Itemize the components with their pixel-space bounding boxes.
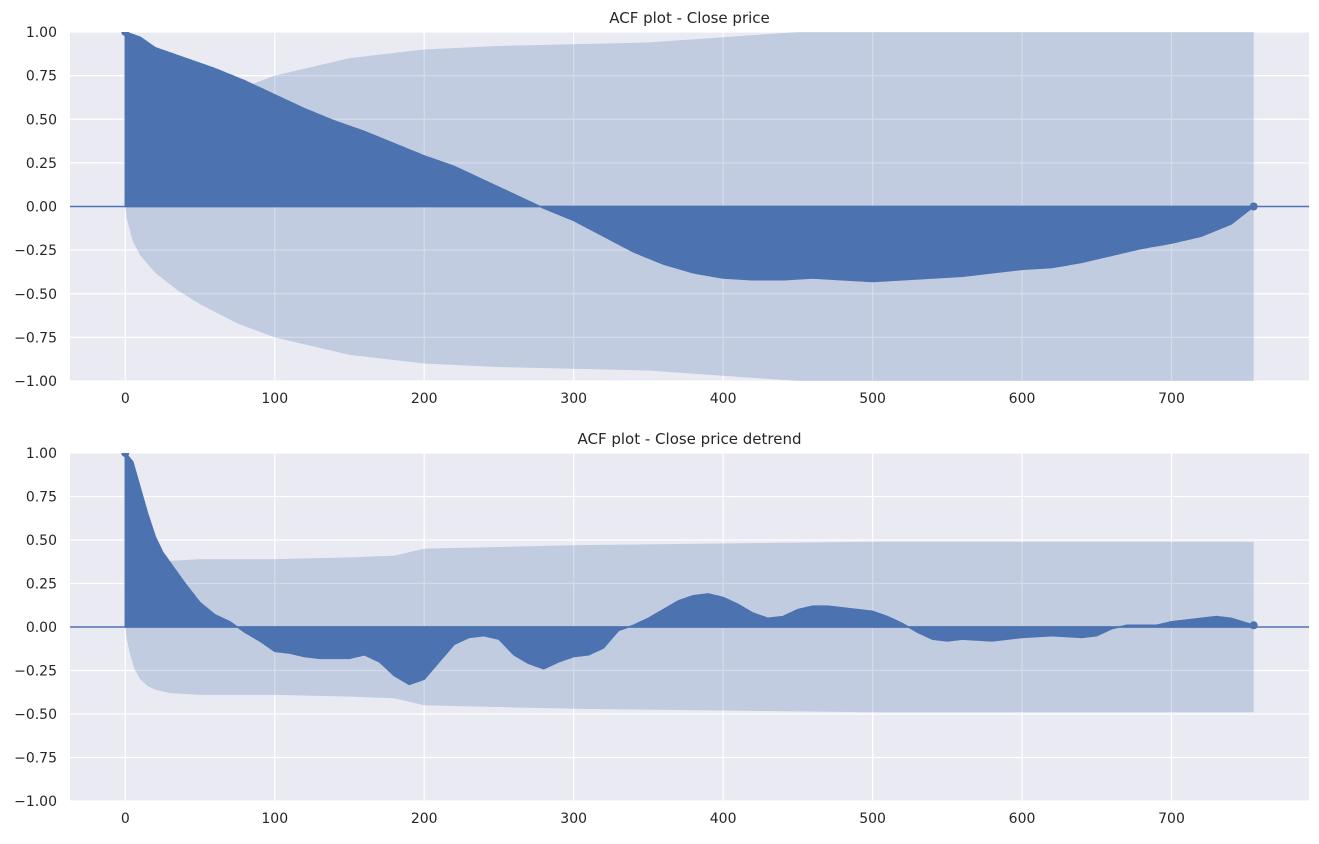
y-tick-label: 0.75 — [26, 69, 57, 85]
x-tick-label: 0 — [121, 391, 130, 407]
y-tick-label: −0.25 — [14, 243, 57, 259]
x-tick-label: 400 — [710, 391, 737, 407]
y-tick-label: 0.50 — [26, 533, 57, 549]
acf-marker-start — [121, 453, 130, 457]
y-tick-label: 0.50 — [26, 112, 57, 128]
y-tick-label: 0.75 — [26, 490, 57, 506]
x-tick-label: 400 — [710, 811, 737, 827]
x-tick-label: 700 — [1158, 391, 1185, 407]
x-tick-label: 500 — [859, 391, 886, 407]
y-tick-label: −1.00 — [14, 374, 57, 390]
y-tick-label: 0.25 — [26, 577, 57, 593]
x-tick-label: 700 — [1158, 811, 1185, 827]
x-tick-label: 100 — [261, 391, 288, 407]
plot-area — [70, 453, 1309, 713]
y-tick-label: 0.25 — [26, 156, 57, 172]
y-tick-label: 0.00 — [26, 620, 57, 636]
y-tick-label: −1.00 — [14, 794, 57, 810]
x-tick-label: 500 — [859, 811, 886, 827]
x-tick-label: 300 — [560, 391, 587, 407]
y-tick-label: −0.75 — [14, 330, 57, 346]
y-tick-label: −0.50 — [14, 287, 57, 303]
acf-stems — [124, 453, 1255, 686]
acf-panel-1: 1.00 0.75 0.50 0.25 0.00 −0.25 −0.50 −0.75 −1.00… — [14, 9, 1309, 407]
chart-title: ACF plot - Close price — [609, 9, 770, 27]
x-tick-label: 0 — [121, 811, 130, 827]
y-tick-label: 1.00 — [26, 446, 57, 462]
acf-marker-end — [1249, 202, 1258, 211]
chart-title: ACF plot - Close price detrend — [577, 430, 801, 448]
y-tick-label: −0.50 — [14, 707, 57, 723]
x-tick-label: 300 — [560, 811, 587, 827]
y-tick-label: 1.00 — [26, 25, 57, 41]
acf-stems — [124, 32, 1256, 283]
y-tick-label: −0.25 — [14, 664, 57, 680]
y-tick-label: 0.00 — [26, 200, 57, 216]
x-tick-label: 600 — [1009, 811, 1036, 827]
acf-marker-start — [121, 32, 130, 36]
x-tick-label: 100 — [261, 811, 288, 827]
acf-marker-end — [1249, 621, 1258, 630]
y-tick-label: −0.75 — [14, 751, 57, 767]
plot-area — [70, 32, 1309, 381]
x-tick-label: 600 — [1009, 391, 1036, 407]
acf-panel-2: 1.00 0.75 0.50 0.25 0.00 −0.25 −0.50 −0.75 −1.00… — [14, 430, 1309, 827]
x-tick-label: 200 — [411, 391, 438, 407]
x-tick-label: 200 — [411, 811, 438, 827]
